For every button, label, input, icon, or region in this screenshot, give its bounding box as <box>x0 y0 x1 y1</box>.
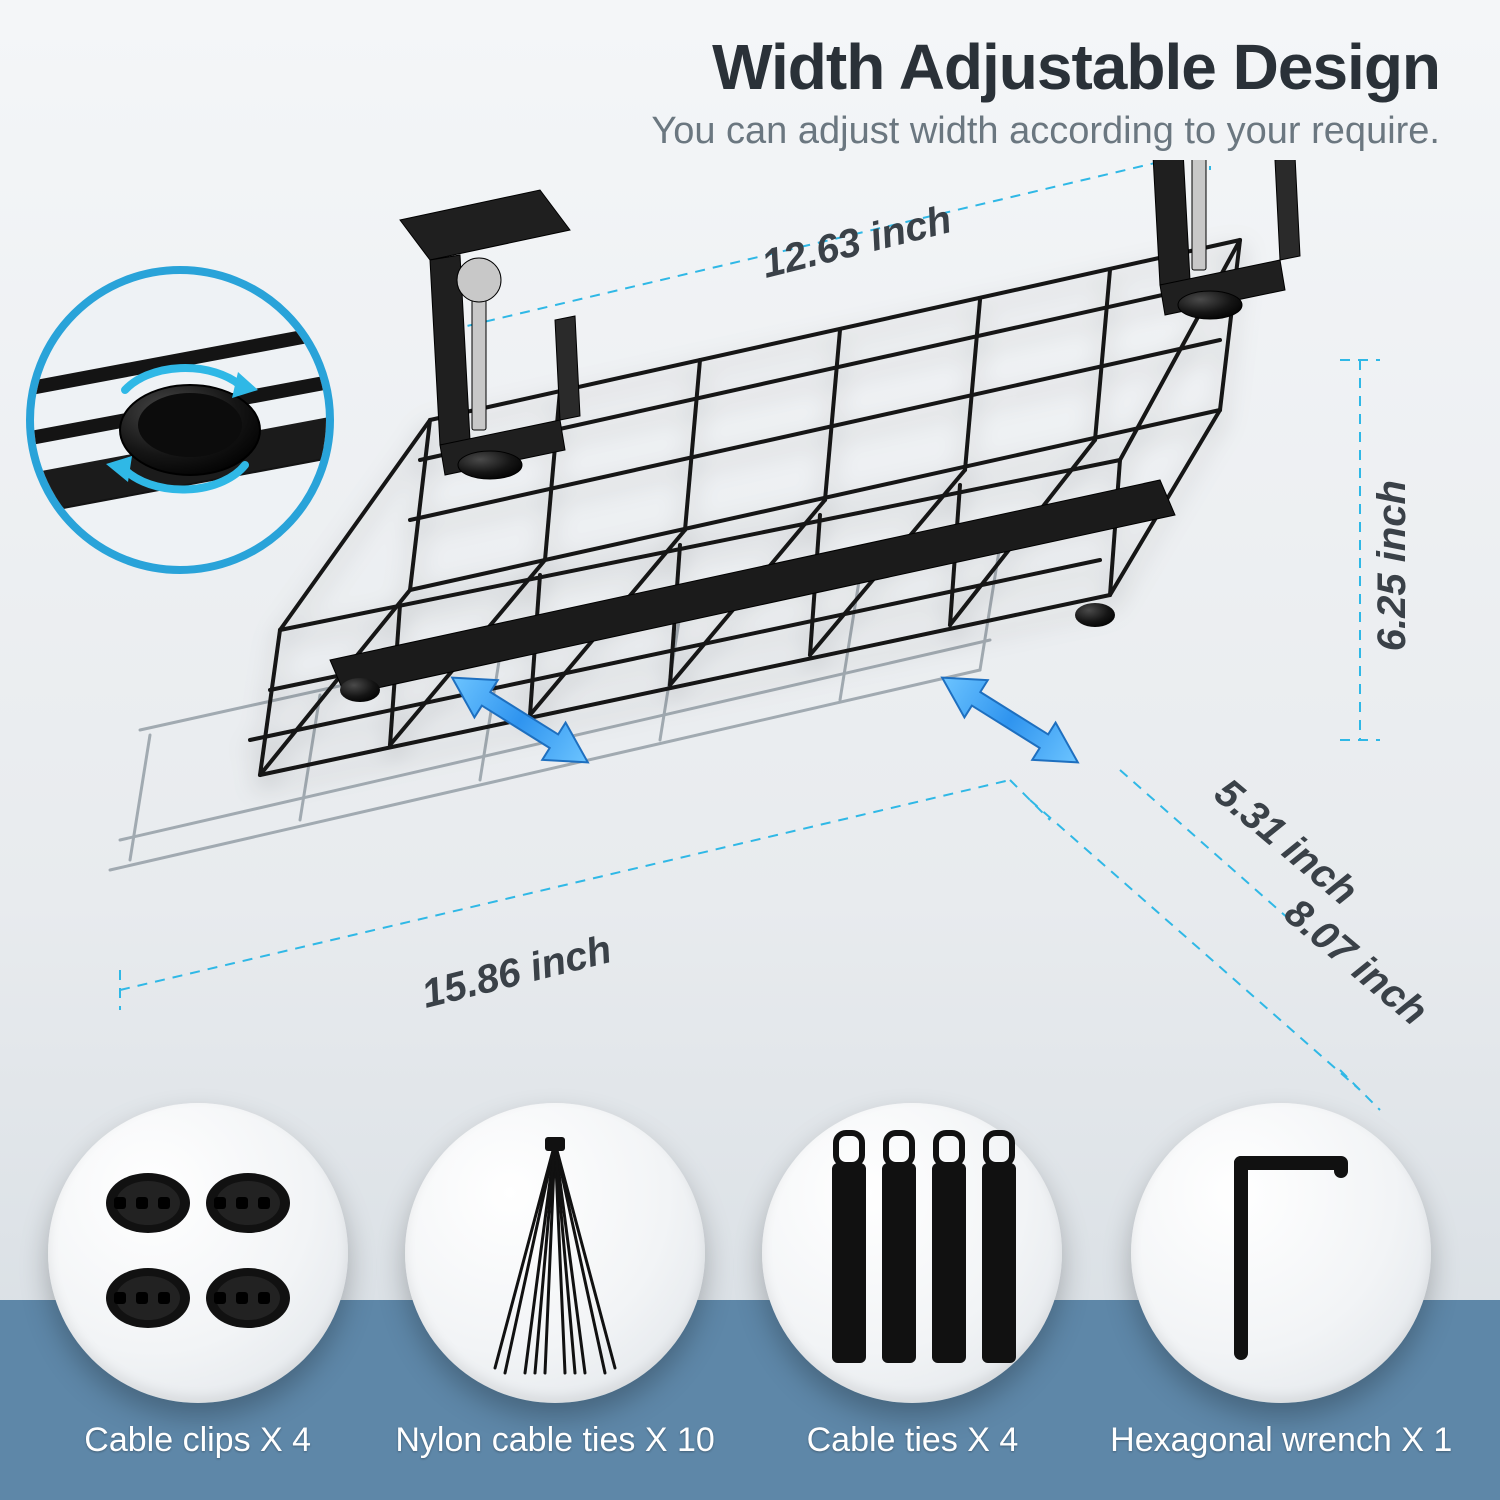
clamp-right <box>1120 160 1300 319</box>
width-knob <box>1075 603 1115 627</box>
nylon-ties-icon <box>445 1123 665 1383</box>
accessory-label: Cable clips X 4 <box>84 1421 311 1460</box>
dim-height: 6.25 inch <box>1370 480 1415 651</box>
accessory-label: Cable ties X 4 <box>807 1421 1019 1460</box>
page-title: Width Adjustable Design <box>651 30 1440 104</box>
accessory-circle <box>762 1103 1062 1403</box>
accessory-cable-ties: Cable ties X 4 <box>762 1103 1062 1460</box>
header: Width Adjustable Design You can adjust w… <box>651 30 1440 153</box>
accessory-hex-wrench: Hexagonal wrench X 1 <box>1110 1103 1452 1460</box>
accessory-label: Hexagonal wrench X 1 <box>1110 1421 1452 1460</box>
product-diagram: 12.63 inch 15.86 inch 6.25 inch 5.31 inc… <box>0 160 1500 1160</box>
accessory-circle <box>48 1103 348 1403</box>
hex-wrench-icon <box>1181 1133 1381 1373</box>
velcro-ties-icon <box>792 1123 1032 1383</box>
accessory-cable-clips: Cable clips X 4 <box>48 1103 348 1460</box>
accessory-nylon-ties: Nylon cable ties X 10 <box>395 1103 714 1460</box>
cable-clips-icon <box>88 1143 308 1363</box>
accessory-label: Nylon cable ties X 10 <box>395 1421 714 1460</box>
page-subtitle: You can adjust width according to your r… <box>651 110 1440 153</box>
accessories-row: Cable clips X 4 Nylon cable <box>0 1103 1500 1460</box>
detail-callout <box>20 270 340 570</box>
width-knob <box>340 678 380 702</box>
accessory-circle <box>405 1103 705 1403</box>
accessory-circle <box>1131 1103 1431 1403</box>
